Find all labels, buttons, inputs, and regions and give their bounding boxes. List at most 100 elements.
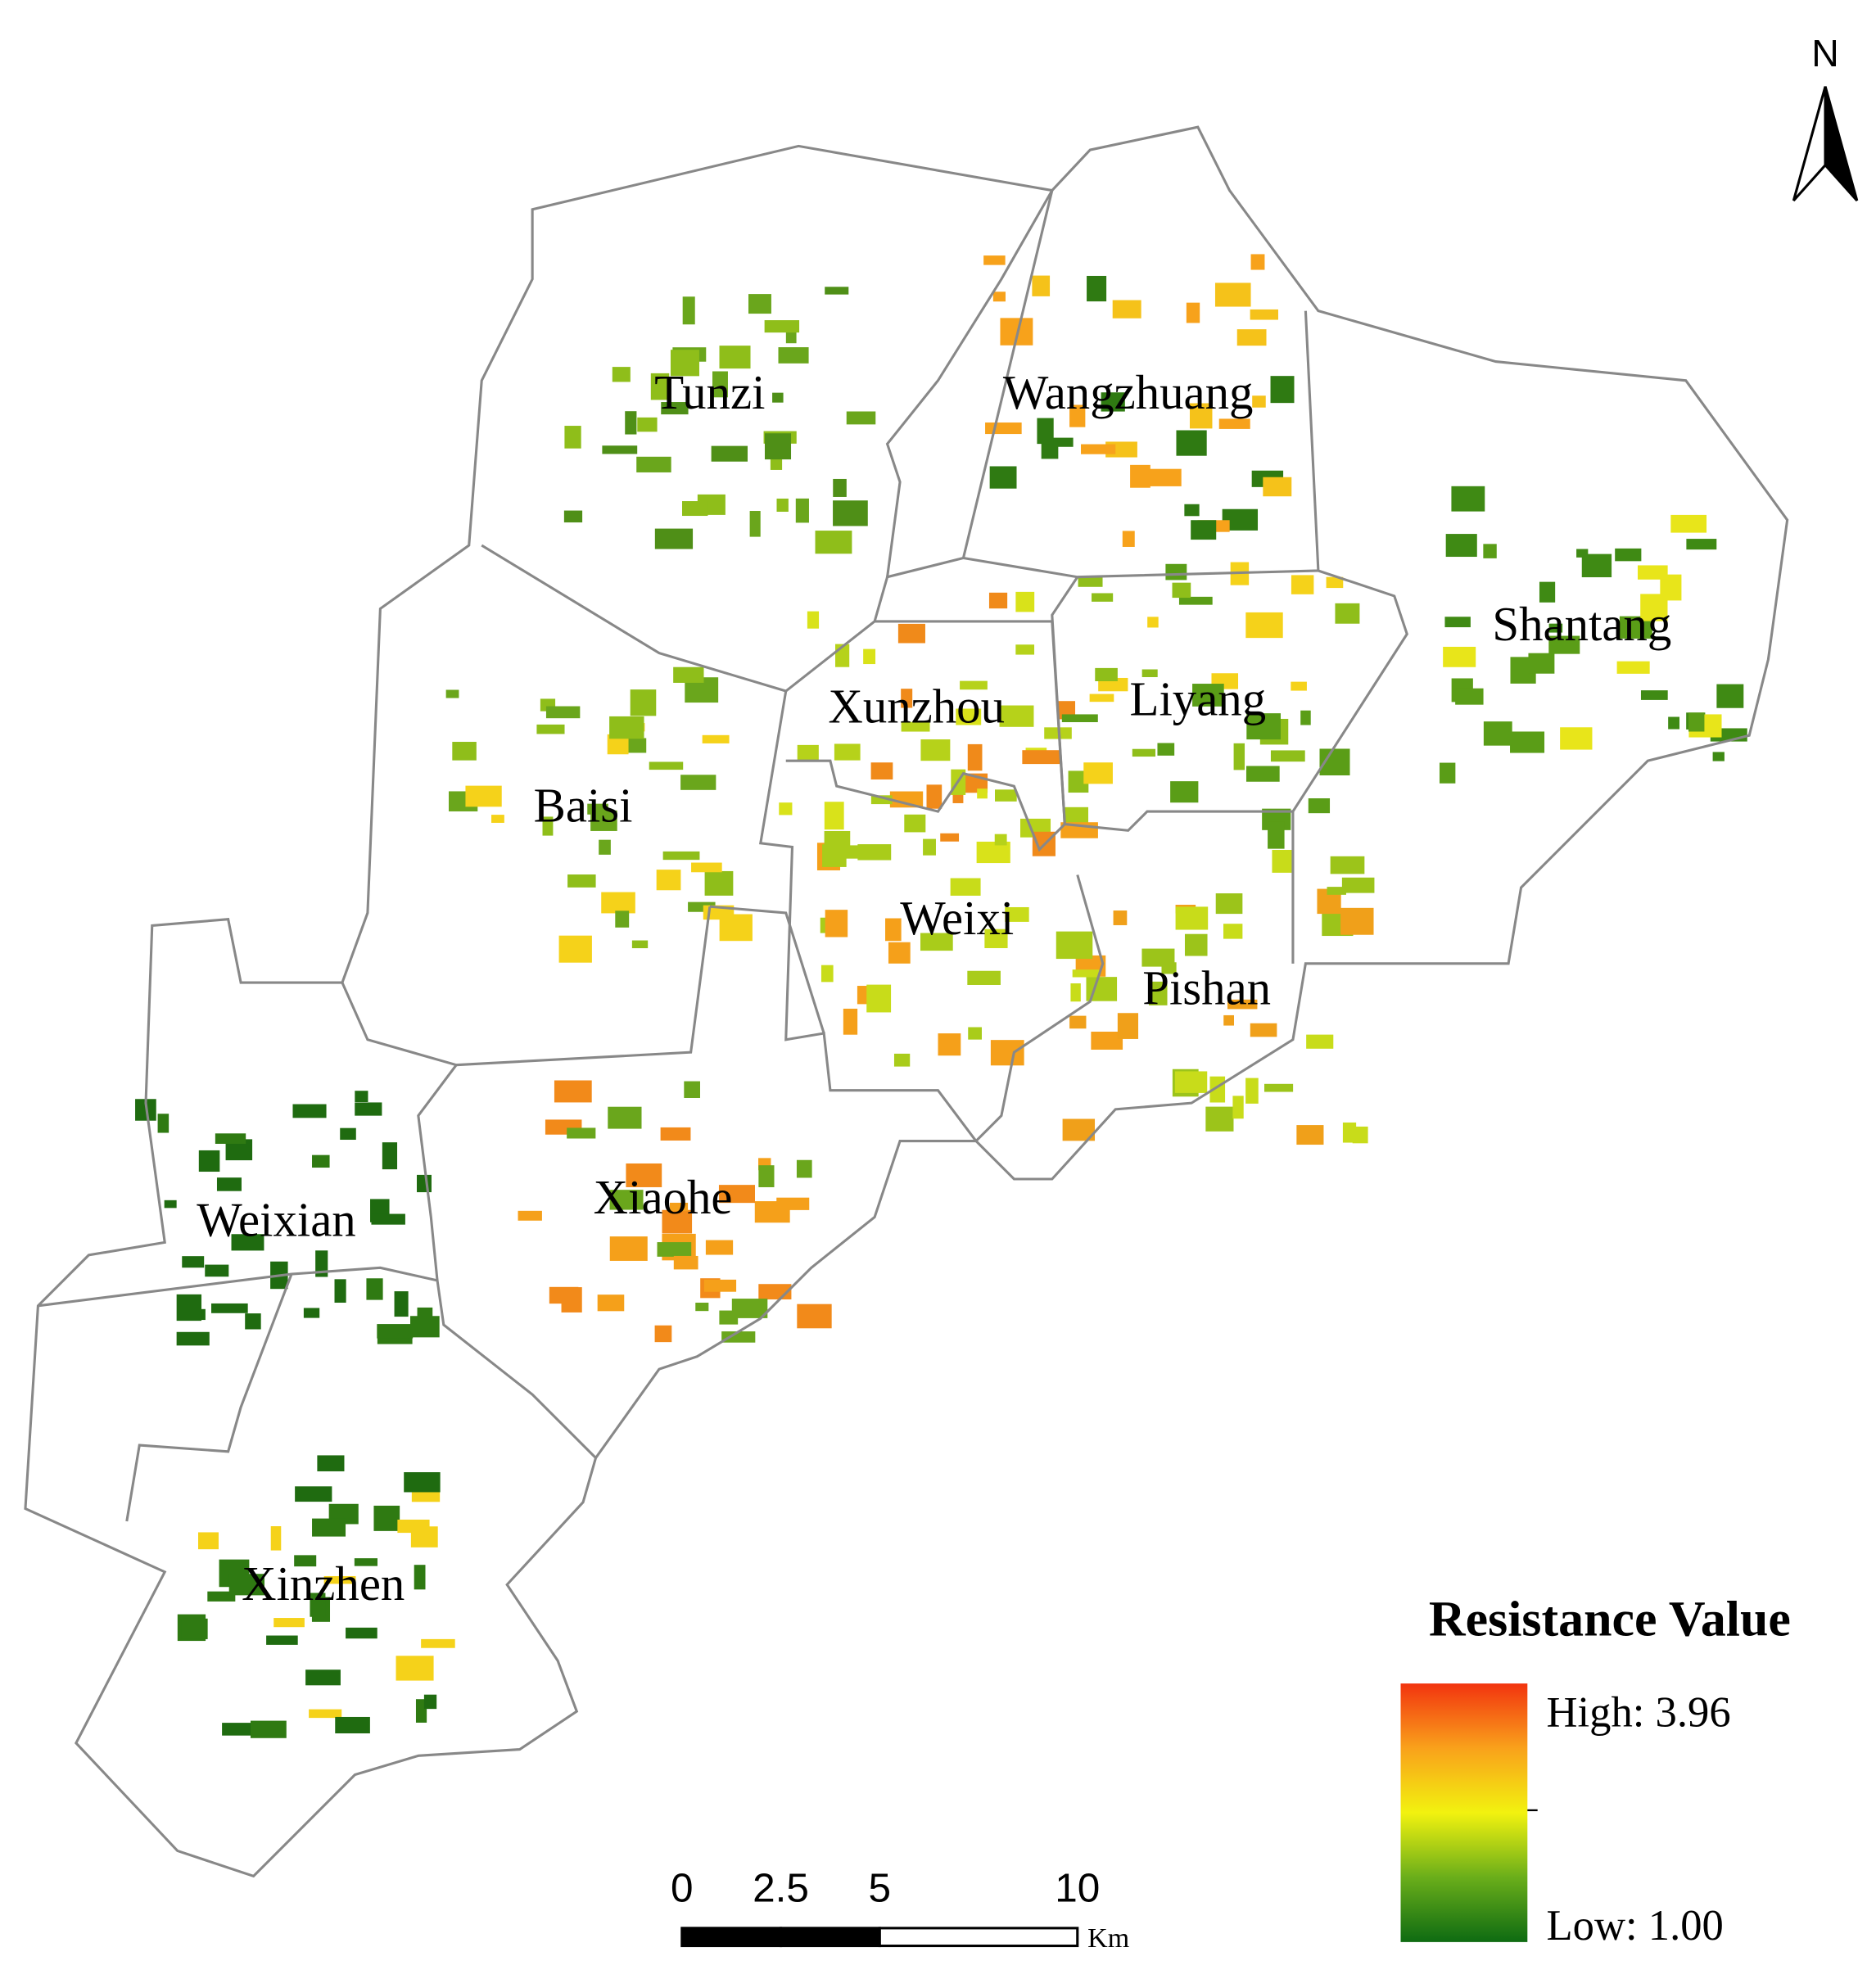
patch [1037,418,1054,445]
patch [1072,969,1100,978]
patch [940,833,960,842]
patch [992,291,1006,302]
patch [1451,486,1485,512]
patch [857,844,892,861]
patch [216,1177,242,1191]
patch [564,426,581,449]
patch [815,531,852,554]
town-label: Xunzhou [828,680,1005,734]
patch [1170,781,1199,803]
patch [416,1174,432,1193]
patch [1051,437,1074,447]
patch [1041,441,1059,459]
patch [977,788,988,799]
patch [938,1033,961,1056]
patch [561,1287,582,1313]
patch [797,1303,832,1329]
patch [1149,981,1168,1005]
patch [999,705,1034,727]
patch [609,1236,648,1261]
patch [609,716,644,739]
scale-segment [878,1927,1079,1948]
patch [334,1279,346,1303]
patch [305,1669,341,1686]
patch [764,320,800,333]
county-outline [24,125,1789,1878]
patch [615,910,630,928]
patch [612,367,631,382]
patch [310,1593,326,1617]
patch [317,1455,345,1471]
patch [1688,712,1705,732]
patch [554,1080,592,1103]
patch [1189,403,1213,429]
patch [1056,931,1093,960]
patch [1141,948,1175,967]
patch [661,402,689,415]
patch [197,1532,219,1550]
patch [833,478,847,497]
patch [423,1694,437,1710]
patch [1510,731,1545,753]
patch [703,1279,737,1292]
patch [545,706,581,719]
patch [315,1250,328,1277]
patch [704,870,734,896]
patch [670,350,699,377]
patch [1192,684,1224,707]
patch [1184,504,1200,517]
patch [1252,395,1266,408]
town-label: Shantang [1492,598,1671,651]
patch [989,466,1017,489]
patch [491,815,504,823]
patch [904,814,926,833]
patch [1161,962,1177,974]
patch [968,1027,982,1040]
patch [1098,677,1128,692]
patch [983,255,1006,265]
patch [1455,688,1484,705]
patch [1165,563,1187,581]
patch [198,1150,220,1172]
patch [888,942,911,964]
patch [1176,430,1207,456]
patch [920,739,951,761]
town-label: Baisi [534,779,633,832]
patch [1270,750,1305,762]
legend-ramp [1400,1683,1528,1942]
patch [1122,531,1135,547]
patch [377,1324,414,1339]
town-boundaries [38,189,1408,1522]
town-label: Weixian [197,1194,356,1247]
patch [625,411,637,435]
patch [1130,464,1150,488]
patch [1117,1013,1139,1039]
patch [705,1240,734,1255]
patch [1272,850,1292,873]
patch [719,346,751,369]
patch [825,910,848,938]
patch [1095,667,1118,681]
patch [1147,617,1159,628]
patch [1616,661,1650,674]
patch [901,721,930,732]
patch [1245,766,1280,782]
patch [601,892,635,914]
patch [649,761,684,770]
patch [414,1565,426,1590]
patch [205,1264,229,1277]
patch [355,1102,382,1116]
patch [1327,887,1346,895]
patch [797,744,819,762]
patch [266,1635,298,1645]
patch [776,498,789,513]
patch [772,392,784,403]
patch [660,1127,691,1141]
patch [340,1127,356,1141]
patch [1539,581,1556,603]
patch [636,456,671,472]
patch [988,592,1008,609]
patch [923,838,936,856]
